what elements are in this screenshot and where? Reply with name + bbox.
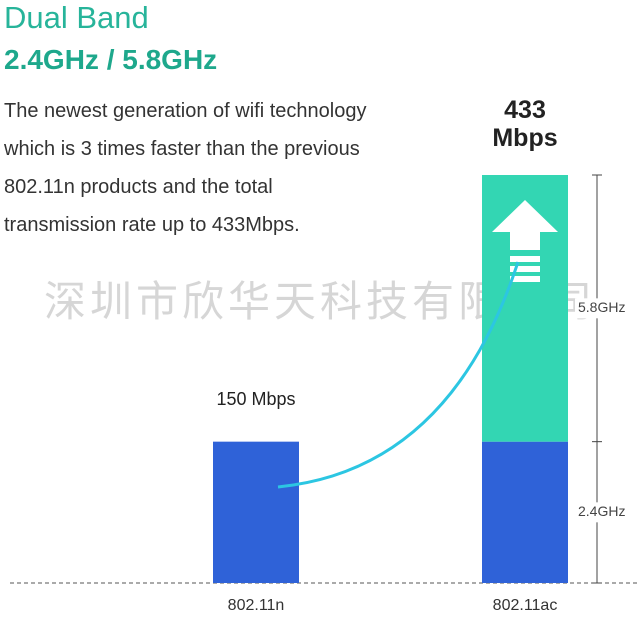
description-line: which is 3 times faster than the previou… <box>4 138 360 160</box>
arrow-stripe <box>510 256 540 262</box>
description-line: 802.11n products and the total <box>4 176 273 198</box>
arrow-stripe <box>510 266 540 272</box>
arrow-stripe <box>510 276 540 282</box>
growth-curve <box>277 261 520 489</box>
description-line: The newest generation of wifi technology <box>4 100 367 122</box>
x-tick-label: 802.11n <box>227 597 285 614</box>
up-arrow <box>492 200 558 250</box>
label-bg <box>575 298 639 319</box>
subtitle: 2.4GHz / 5.8GHz <box>4 44 218 75</box>
total-label: 150 Mbps <box>216 388 296 409</box>
legend-label: 5.8GHz <box>578 299 625 315</box>
bar-segment <box>213 441 299 583</box>
legend-label: 2.4GHz <box>578 503 625 519</box>
total-label: 433 Mbps <box>492 96 558 152</box>
bar-segment <box>482 441 568 583</box>
label-bg <box>575 502 639 523</box>
x-tick-label: 802.11ac <box>492 597 558 614</box>
description-line: transmission rate up to 433Mbps. <box>4 214 300 236</box>
title: Dual Band <box>4 0 149 35</box>
